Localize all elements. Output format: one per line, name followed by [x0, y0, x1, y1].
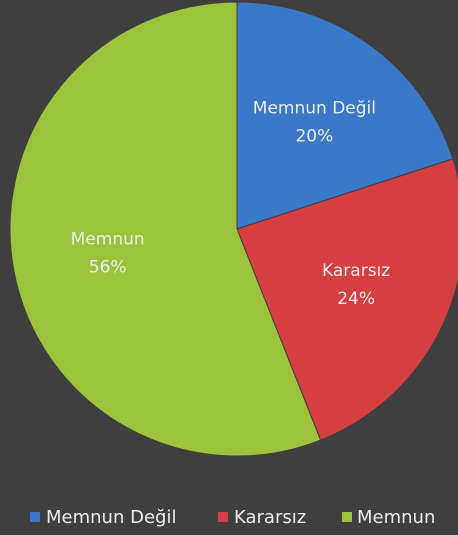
legend-label: Memnun — [357, 507, 435, 528]
legend-label: Kararsız — [234, 507, 306, 528]
slice-label: Kararsız — [322, 261, 390, 281]
legend-marker — [30, 512, 40, 522]
slice-label: Memnun Değil — [253, 98, 376, 118]
legend-marker — [342, 512, 352, 522]
slice-value: 56% — [89, 258, 127, 278]
pie-slice — [236, 1, 454, 230]
pie-slice — [9, 1, 322, 457]
pie-slice — [236, 158, 458, 441]
slice-value: 20% — [295, 126, 333, 146]
legend-label: Memnun Değil — [46, 507, 176, 528]
legend-marker — [218, 512, 228, 522]
slice-value: 24% — [337, 289, 375, 309]
slice-label: Memnun — [71, 230, 145, 250]
